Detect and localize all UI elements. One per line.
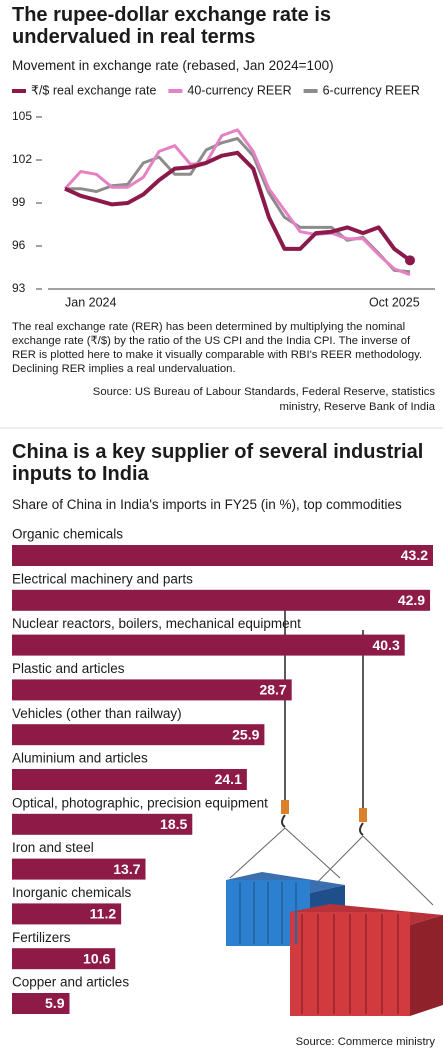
y-tick-label: 102: [12, 152, 32, 166]
bar: [12, 858, 146, 880]
legend-label: 40-currency REER: [187, 83, 291, 97]
bar: [12, 813, 193, 835]
bar: [12, 589, 431, 611]
chart-source: Source: Commerce ministry: [295, 1036, 435, 1048]
y-tick-label: 105: [12, 109, 32, 123]
series-line: [64, 150, 412, 262]
value-label: 11.2: [90, 906, 117, 922]
bar: [12, 724, 265, 746]
series-line: [63, 128, 411, 277]
y-tick-label: 96: [12, 238, 26, 252]
chart-title: China is a key supplier of several indus…: [12, 441, 424, 485]
x-tick-label: Jan 2024: [65, 295, 116, 309]
chart-note: The real exchange rate (RER) has been de…: [12, 321, 423, 375]
category-label: Nuclear reactors, boilers, mechanical eq…: [12, 616, 301, 631]
bar: [12, 545, 433, 566]
category-label: Plastic and articles: [12, 661, 125, 676]
value-label: 10.6: [83, 950, 110, 966]
category-label: Electrical machinery and parts: [12, 571, 193, 586]
value-label: 18.5: [160, 816, 187, 832]
value-label: 25.9: [232, 726, 259, 742]
chart-subtitle: Share of China in India's imports in FY2…: [12, 497, 402, 512]
value-label: 5.9: [45, 995, 65, 1011]
x-tick-label: Oct 2025: [369, 295, 420, 309]
end-marker: [405, 255, 415, 266]
y-tick-label: 93: [12, 281, 26, 295]
y-tick-label: 99: [12, 195, 26, 209]
value-label: 43.2: [401, 547, 428, 563]
chart-source: Source: US Bureau of Labour Standards, F…: [92, 386, 435, 413]
legend-label: 6-currency REER: [323, 83, 420, 97]
chart-subtitle: Movement in exchange rate (rebased, Jan …: [12, 58, 334, 73]
legend-label: ₹/$ real exchange rate: [31, 83, 156, 97]
bar: [12, 903, 122, 925]
category-label: Inorganic chemicals: [12, 885, 132, 900]
category-label: Organic chemicals: [12, 527, 123, 542]
category-label: Fertilizers: [12, 930, 71, 945]
category-label: Vehicles (other than railway): [12, 706, 182, 721]
bar: [12, 993, 70, 1014]
chart-title: The rupee-dollar exchange rate is underv…: [12, 4, 331, 48]
bar: [12, 679, 292, 701]
category-label: Aluminium and articles: [12, 751, 148, 766]
bar: [12, 769, 247, 790]
value-label: 24.1: [215, 771, 242, 787]
value-label: 28.7: [259, 682, 286, 698]
bar: [12, 634, 405, 656]
container-illustration: [226, 590, 443, 1016]
value-label: 13.7: [113, 861, 140, 877]
bar: [12, 948, 116, 970]
category-label: Iron and steel: [12, 840, 94, 855]
category-label: Copper and articles: [12, 975, 129, 990]
value-label: 40.3: [372, 637, 399, 653]
value-label: 42.9: [398, 592, 425, 608]
category-label: Optical, photographic, precision equipme…: [12, 795, 268, 810]
